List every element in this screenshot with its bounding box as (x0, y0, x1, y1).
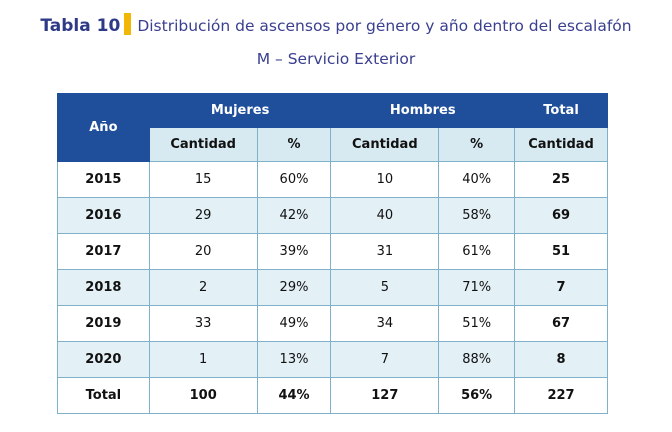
cell-men-pct: 61% (438, 233, 516, 270)
subheader-women-pct: % (256, 127, 332, 162)
cell-men-pct: 58% (438, 197, 516, 234)
cell-women-pct: 39% (256, 233, 332, 270)
cell-year: 2017 (57, 233, 150, 270)
cell-women-pct: 60% (256, 161, 332, 198)
cell-men-qty: 7 (330, 341, 440, 378)
cell-year: 2015 (57, 161, 150, 198)
cell-women-pct: 49% (256, 305, 332, 342)
totals-total: 227 (514, 377, 608, 414)
cell-men-qty: 10 (330, 161, 440, 198)
cell-year: 2020 (57, 341, 150, 378)
table-caption: Tabla 10 Distribución de ascensos por gén… (0, 10, 672, 75)
table-row: 2018 2 29% 5 71% 7 (57, 269, 608, 306)
cell-men-qty: 34 (330, 305, 440, 342)
totals-women-qty: 100 (148, 377, 258, 414)
header-men: Hombres (330, 93, 516, 128)
table-row: 2020 1 13% 7 88% 8 (57, 341, 608, 378)
promotions-table: Año Mujeres Hombres Total Cantidad % Can… (57, 93, 608, 414)
totals-label: Total (57, 377, 150, 414)
cell-women-qty: 33 (148, 305, 258, 342)
cell-men-qty: 31 (330, 233, 440, 270)
header-women: Mujeres (148, 93, 332, 128)
cell-men-pct: 40% (438, 161, 516, 198)
header-year: Año (57, 93, 150, 162)
cell-women-qty: 29 (148, 197, 258, 234)
cell-men-qty: 40 (330, 197, 440, 234)
cell-men-qty: 5 (330, 269, 440, 306)
table-title-line-2: M – Servicio Exterior (256, 50, 416, 68)
subheader-row: Cantidad % Cantidad % Cantidad (58, 127, 608, 162)
cell-year: 2016 (57, 197, 150, 234)
cell-women-qty: 2 (148, 269, 258, 306)
header-total: Total (514, 93, 608, 128)
totals-men-pct: 56% (438, 377, 516, 414)
cell-women-pct: 29% (256, 269, 332, 306)
table-row: 2017 20 39% 31 61% 51 (57, 233, 608, 270)
cell-women-pct: 13% (256, 341, 332, 378)
cell-total: 67 (514, 305, 608, 342)
cell-women-qty: 15 (148, 161, 258, 198)
totals-men-qty: 127 (330, 377, 440, 414)
subheader-women-qty: Cantidad (148, 127, 258, 162)
cell-year: 2018 (57, 269, 150, 306)
cell-men-pct: 88% (438, 341, 516, 378)
subheader-men-qty: Cantidad (330, 127, 440, 162)
cell-women-pct: 42% (256, 197, 332, 234)
subheader-total-qty: Cantidad (514, 127, 608, 162)
cell-total: 25 (514, 161, 608, 198)
cell-year: 2019 (57, 305, 150, 342)
cell-total: 7 (514, 269, 608, 306)
cell-total: 8 (514, 341, 608, 378)
table-number-label: Tabla 10 (40, 16, 121, 36)
cell-men-pct: 51% (438, 305, 516, 342)
cell-men-pct: 71% (438, 269, 516, 306)
header-row: Año Mujeres Hombres Total (57, 93, 608, 162)
table-title-line-1: Distribución de ascensos por género y añ… (137, 17, 632, 35)
cell-women-qty: 1 (148, 341, 258, 378)
totals-women-pct: 44% (256, 377, 332, 414)
totals-row: Total 100 44% 127 56% 227 (57, 377, 608, 414)
caption-line-1: Tabla 10 Distribución de ascensos por gén… (0, 10, 672, 42)
cell-total: 51 (514, 233, 608, 270)
cell-women-qty: 20 (148, 233, 258, 270)
table-row: 2015 15 60% 10 40% 25 (57, 161, 608, 198)
subheader-men-pct: % (438, 127, 516, 162)
cell-total: 69 (514, 197, 608, 234)
table-row: 2016 29 42% 40 58% 69 (57, 197, 608, 234)
table-row: 2019 33 49% 34 51% 67 (57, 305, 608, 342)
accent-bar (124, 13, 132, 35)
